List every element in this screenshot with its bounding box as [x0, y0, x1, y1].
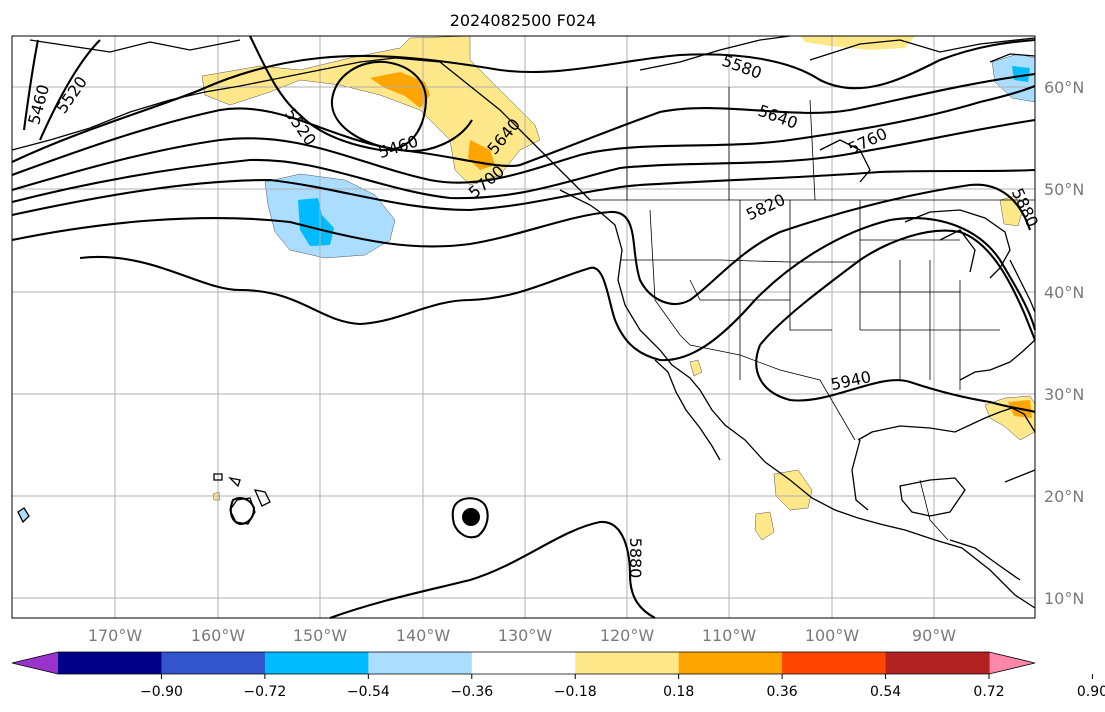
lon-label: 160°W	[191, 626, 246, 645]
height-contours	[11, 35, 1037, 619]
colorbar-tick-label: −0.72	[243, 684, 286, 700]
colorbar-outline	[11, 651, 1036, 675]
colorbar-segment	[885, 652, 990, 674]
colorbar-segment	[161, 652, 266, 674]
lon-label: 140°W	[396, 626, 451, 645]
graticule	[12, 36, 1035, 618]
map-frame	[11, 35, 1036, 619]
colorbar-tick-label: 0.18	[663, 684, 694, 700]
lat-label: 50°N	[1044, 180, 1084, 199]
lat-label: 60°N	[1044, 78, 1084, 97]
colorbar-segment	[782, 652, 887, 674]
latitude-axis: 60°N 50°N 40°N 30°N 20°N 10°N	[1044, 78, 1084, 608]
lon-label: 130°W	[498, 626, 553, 645]
colorbar-tick-label: 0.54	[870, 684, 901, 700]
colorbar-segment	[264, 652, 369, 674]
colorbar-tick-label: −0.90	[140, 684, 183, 700]
longitude-axis: 170°W 160°W 150°W 140°W 130°W 120°W 110°…	[88, 626, 956, 645]
map-panel: 5460 5520 5520 5460 5700 5640 5580 5640 …	[11, 35, 1042, 619]
colorbar-tick-label: −0.54	[347, 684, 390, 700]
colorbar-extend-right	[989, 652, 1035, 674]
colorbar: −0.90 −0.72 −0.54 −0.36 −0.18 0.18 0.36 0.54 0.7…	[11, 651, 1105, 700]
colorbar-extend-left	[12, 652, 58, 674]
colorbar-ticks: −0.90 −0.72 −0.54 −0.36 −0.18 0.18 0.36 0.54 0.7…	[140, 674, 1105, 700]
colorbar-segment	[368, 652, 473, 674]
lat-label: 10°N	[1044, 589, 1084, 608]
colorbar-tick-label: −0.36	[450, 684, 493, 700]
colorbar-segment	[471, 652, 576, 674]
colorbar-tick-label: 0.72	[973, 684, 1004, 700]
lon-label: 120°W	[600, 626, 655, 645]
lon-label: 110°W	[702, 626, 757, 645]
map-title: 2024082500 F024	[450, 11, 597, 30]
colorbar-segments	[58, 652, 990, 674]
lat-label: 20°N	[1044, 487, 1084, 506]
contour-label: 5880	[626, 538, 645, 579]
colorbar-tick-label: 0.90	[1077, 684, 1105, 700]
lon-label: 90°W	[912, 626, 956, 645]
colorbar-tick-label: 0.36	[767, 684, 798, 700]
shaded-field	[17, 35, 1036, 541]
colorbar-tick-label: −0.18	[554, 684, 597, 700]
lon-label: 170°W	[88, 626, 143, 645]
colorbar-segment	[678, 652, 783, 674]
colorbar-segment	[575, 652, 680, 674]
lat-label: 40°N	[1044, 283, 1084, 302]
lon-label: 150°W	[293, 626, 348, 645]
colorbar-segment	[58, 652, 163, 674]
lat-label: 30°N	[1044, 385, 1084, 404]
lon-label: 100°W	[805, 626, 860, 645]
